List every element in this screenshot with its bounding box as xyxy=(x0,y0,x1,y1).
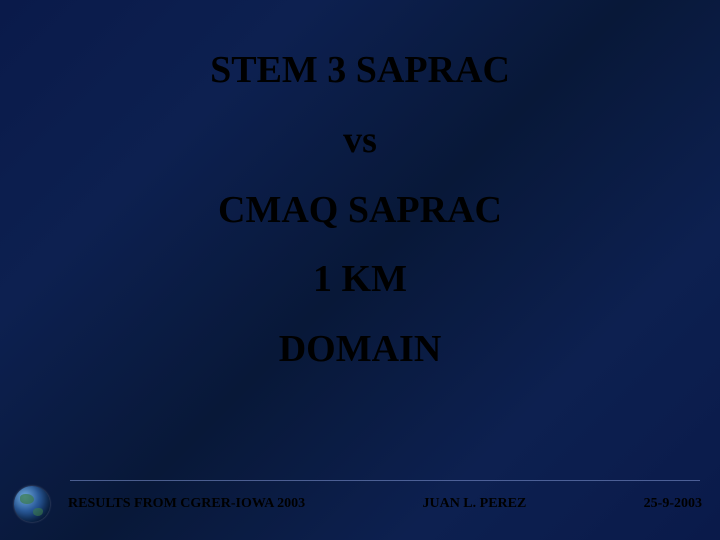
title-line-1: STEM 3 SAPRAC xyxy=(210,50,510,92)
footer-author: JUAN L. PEREZ xyxy=(305,496,644,512)
title-line-2: vs xyxy=(343,120,377,162)
title-line-3: CMAQ SAPRAC xyxy=(218,190,502,232)
footer-date: 25-9-2003 xyxy=(644,496,702,512)
title-line-5: DOMAIN xyxy=(279,329,442,371)
footer-source: RESULTS FROM CGRER-IOWA 2003 xyxy=(68,496,305,512)
globe-icon xyxy=(14,486,50,522)
slide-footer: RESULTS FROM CGRER-IOWA 2003 JUAN L. PER… xyxy=(0,486,720,522)
title-block: STEM 3 SAPRAC vs CMAQ SAPRAC 1 KM DOMAIN xyxy=(0,50,720,399)
title-line-4: 1 KM xyxy=(313,259,407,301)
footer-divider xyxy=(70,480,700,481)
presentation-slide: STEM 3 SAPRAC vs CMAQ SAPRAC 1 KM DOMAIN… xyxy=(0,0,720,540)
